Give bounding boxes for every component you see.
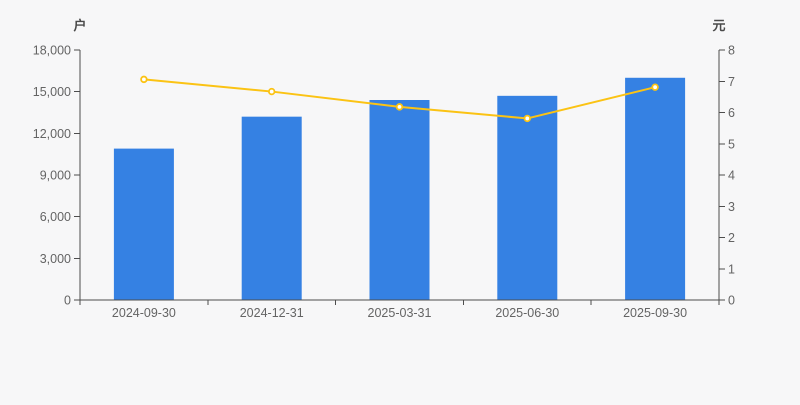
line-point-2024-09-30[interactable] bbox=[140, 75, 148, 84]
left-axis-tick-label: 18,000 bbox=[33, 44, 71, 58]
right-axis-tick-label: 8 bbox=[728, 44, 735, 58]
right-axis-title: 元 bbox=[712, 18, 726, 33]
right-axis-tick-label: 3 bbox=[728, 200, 735, 214]
line-point-2025-09-30[interactable] bbox=[651, 83, 659, 91]
x-category-label: 2025-09-30 bbox=[623, 306, 687, 320]
bar-2025-09-30[interactable] bbox=[625, 77, 686, 301]
x-category-label: 2024-09-30 bbox=[112, 306, 176, 320]
x-category-label: 2025-03-31 bbox=[368, 306, 432, 320]
bar-2025-03-31[interactable] bbox=[369, 100, 430, 300]
bar-2025-06-30[interactable] bbox=[497, 95, 558, 300]
line-point-2025-06-30[interactable] bbox=[523, 114, 531, 123]
left-axis-tick-label: 6,000 bbox=[40, 210, 71, 224]
line-point-2025-03-31[interactable] bbox=[395, 103, 404, 111]
left-axis-tick-label: 3,000 bbox=[40, 252, 71, 266]
right-axis-tick-label: 6 bbox=[728, 106, 735, 120]
line-point-2024-12-31[interactable] bbox=[268, 87, 276, 96]
left-axis-tick-label: 12,000 bbox=[33, 127, 71, 141]
left-axis-tick-label: 15,000 bbox=[33, 85, 71, 99]
right-axis-tick-label: 7 bbox=[728, 75, 735, 89]
left-axis-tick-label: 0 bbox=[64, 294, 71, 308]
right-axis-tick-label: 4 bbox=[728, 169, 735, 183]
left-axis-tick-label: 9,000 bbox=[40, 169, 71, 183]
bar-2024-12-31[interactable] bbox=[241, 116, 302, 301]
x-category-label: 2024-12-31 bbox=[240, 306, 304, 320]
right-axis-tick-label: 2 bbox=[728, 231, 735, 245]
left-axis-title: 户 bbox=[73, 18, 87, 33]
x-category-label: 2025-06-30 bbox=[495, 306, 559, 320]
bar-2024-09-30[interactable] bbox=[113, 148, 174, 300]
right-axis-tick-label: 5 bbox=[728, 137, 735, 151]
right-axis-tick-label: 1 bbox=[728, 262, 735, 276]
right-axis-tick-label: 0 bbox=[728, 294, 735, 308]
